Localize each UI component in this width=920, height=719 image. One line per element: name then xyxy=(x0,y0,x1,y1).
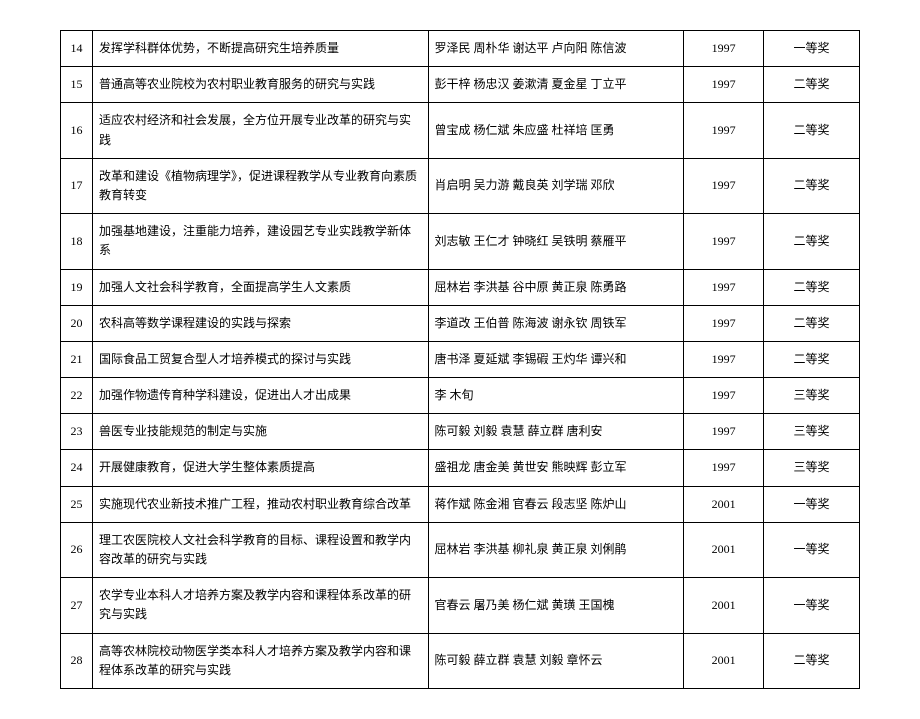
cell-title: 理工农医院校人文社会科学教育的目标、课程设置和教学内容改革的研究与实践 xyxy=(92,522,428,577)
cell-award: 一等奖 xyxy=(764,31,860,67)
cell-year: 1997 xyxy=(684,450,764,486)
table-row: 27农学专业本科人才培养方案及教学内容和课程体系改革的研究与实践官春云 屠乃美 … xyxy=(61,578,860,633)
cell-title: 实施现代农业新技术推广工程，推动农村职业教育综合改革 xyxy=(92,486,428,522)
cell-people: 唐书泽 夏延斌 李锡碬 王灼华 谭兴和 xyxy=(428,341,684,377)
table-row: 16适应农村经济和社会发展，全方位开展专业改革的研究与实践曾宝成 杨仁斌 朱应盛… xyxy=(61,103,860,158)
table-row: 28高等农林院校动物医学类本科人才培养方案及教学内容和课程体系改革的研究与实践陈… xyxy=(61,633,860,688)
cell-num: 22 xyxy=(61,378,93,414)
table-row: 17改革和建设《植物病理学》，促进课程教学从专业教育向素质教育转变肖启明 吴力游… xyxy=(61,158,860,213)
cell-people: 陈可毅 薛立群 袁慧 刘毅 章怀云 xyxy=(428,633,684,688)
cell-people: 陈可毅 刘毅 袁慧 薛立群 唐利安 xyxy=(428,414,684,450)
cell-title: 开展健康教育，促进大学生整体素质提高 xyxy=(92,450,428,486)
cell-people: 李道改 王伯普 陈海波 谢永钦 周铁军 xyxy=(428,305,684,341)
awards-table: 14发挥学科群体优势，不断提高研究生培养质量罗泽民 周朴华 谢达平 卢向阳 陈信… xyxy=(60,30,860,689)
cell-award: 二等奖 xyxy=(764,214,860,269)
table-row: 20农科高等数学课程建设的实践与探索李道改 王伯普 陈海波 谢永钦 周铁军199… xyxy=(61,305,860,341)
table-row: 22加强作物遗传育种学科建设，促进出人才出成果李 木旬1997三等奖 xyxy=(61,378,860,414)
cell-num: 26 xyxy=(61,522,93,577)
cell-title: 兽医专业技能规范的制定与实施 xyxy=(92,414,428,450)
cell-title: 加强人文社会科学教育，全面提高学生人文素质 xyxy=(92,269,428,305)
cell-title: 适应农村经济和社会发展，全方位开展专业改革的研究与实践 xyxy=(92,103,428,158)
cell-year: 1997 xyxy=(684,269,764,305)
table-row: 19加强人文社会科学教育，全面提高学生人文素质屈林岩 李洪基 谷中原 黄正泉 陈… xyxy=(61,269,860,305)
table-row: 26理工农医院校人文社会科学教育的目标、课程设置和教学内容改革的研究与实践屈林岩… xyxy=(61,522,860,577)
cell-award: 二等奖 xyxy=(764,341,860,377)
cell-num: 19 xyxy=(61,269,93,305)
cell-title: 发挥学科群体优势，不断提高研究生培养质量 xyxy=(92,31,428,67)
table-row: 23兽医专业技能规范的制定与实施陈可毅 刘毅 袁慧 薛立群 唐利安1997三等奖 xyxy=(61,414,860,450)
table-row: 18加强基地建设，注重能力培养，建设园艺专业实践教学新体系刘志敏 王仁才 钟晓红… xyxy=(61,214,860,269)
cell-people: 官春云 屠乃美 杨仁斌 黄璜 王国槐 xyxy=(428,578,684,633)
table-body: 14发挥学科群体优势，不断提高研究生培养质量罗泽民 周朴华 谢达平 卢向阳 陈信… xyxy=(61,31,860,689)
cell-people: 罗泽民 周朴华 谢达平 卢向阳 陈信波 xyxy=(428,31,684,67)
cell-year: 1997 xyxy=(684,103,764,158)
cell-year: 1997 xyxy=(684,378,764,414)
table-row: 21国际食品工贸复合型人才培养模式的探讨与实践唐书泽 夏延斌 李锡碬 王灼华 谭… xyxy=(61,341,860,377)
cell-year: 1997 xyxy=(684,214,764,269)
table-row: 15普通高等农业院校为农村职业教育服务的研究与实践彭干梓 杨忠汉 姜漱清 夏金星… xyxy=(61,67,860,103)
cell-title: 普通高等农业院校为农村职业教育服务的研究与实践 xyxy=(92,67,428,103)
cell-num: 20 xyxy=(61,305,93,341)
cell-title: 农学专业本科人才培养方案及教学内容和课程体系改革的研究与实践 xyxy=(92,578,428,633)
cell-year: 1997 xyxy=(684,341,764,377)
cell-award: 二等奖 xyxy=(764,269,860,305)
table-row: 25实施现代农业新技术推广工程，推动农村职业教育综合改革蒋作斌 陈金湘 官春云 … xyxy=(61,486,860,522)
cell-num: 14 xyxy=(61,31,93,67)
cell-title: 农科高等数学课程建设的实践与探索 xyxy=(92,305,428,341)
cell-award: 一等奖 xyxy=(764,486,860,522)
cell-title: 加强基地建设，注重能力培养，建设园艺专业实践教学新体系 xyxy=(92,214,428,269)
cell-award: 二等奖 xyxy=(764,305,860,341)
cell-award: 三等奖 xyxy=(764,414,860,450)
cell-people: 彭干梓 杨忠汉 姜漱清 夏金星 丁立平 xyxy=(428,67,684,103)
cell-award: 一等奖 xyxy=(764,578,860,633)
cell-num: 28 xyxy=(61,633,93,688)
cell-num: 16 xyxy=(61,103,93,158)
cell-award: 三等奖 xyxy=(764,450,860,486)
cell-title: 加强作物遗传育种学科建设，促进出人才出成果 xyxy=(92,378,428,414)
cell-year: 2001 xyxy=(684,522,764,577)
table-row: 24开展健康教育，促进大学生整体素质提高盛祖龙 唐金美 黄世安 熊映辉 彭立军1… xyxy=(61,450,860,486)
cell-num: 15 xyxy=(61,67,93,103)
cell-year: 2001 xyxy=(684,578,764,633)
table-row: 14发挥学科群体优势，不断提高研究生培养质量罗泽民 周朴华 谢达平 卢向阳 陈信… xyxy=(61,31,860,67)
cell-people: 刘志敏 王仁才 钟晓红 吴铁明 蔡雁平 xyxy=(428,214,684,269)
cell-award: 三等奖 xyxy=(764,378,860,414)
cell-num: 27 xyxy=(61,578,93,633)
cell-people: 李 木旬 xyxy=(428,378,684,414)
cell-year: 1997 xyxy=(684,158,764,213)
cell-year: 2001 xyxy=(684,633,764,688)
cell-year: 1997 xyxy=(684,31,764,67)
cell-year: 1997 xyxy=(684,305,764,341)
cell-people: 盛祖龙 唐金美 黄世安 熊映辉 彭立军 xyxy=(428,450,684,486)
cell-people: 肖启明 吴力游 戴良英 刘学瑞 邓欣 xyxy=(428,158,684,213)
cell-num: 21 xyxy=(61,341,93,377)
cell-people: 蒋作斌 陈金湘 官春云 段志坚 陈炉山 xyxy=(428,486,684,522)
cell-people: 屈林岩 李洪基 谷中原 黄正泉 陈勇路 xyxy=(428,269,684,305)
cell-num: 25 xyxy=(61,486,93,522)
cell-people: 屈林岩 李洪基 柳礼泉 黄正泉 刘俐鹃 xyxy=(428,522,684,577)
cell-title: 高等农林院校动物医学类本科人才培养方案及教学内容和课程体系改革的研究与实践 xyxy=(92,633,428,688)
cell-year: 1997 xyxy=(684,67,764,103)
cell-num: 18 xyxy=(61,214,93,269)
cell-award: 一等奖 xyxy=(764,522,860,577)
cell-year: 1997 xyxy=(684,414,764,450)
cell-num: 23 xyxy=(61,414,93,450)
cell-num: 24 xyxy=(61,450,93,486)
cell-title: 国际食品工贸复合型人才培养模式的探讨与实践 xyxy=(92,341,428,377)
cell-year: 2001 xyxy=(684,486,764,522)
cell-award: 二等奖 xyxy=(764,67,860,103)
cell-people: 曾宝成 杨仁斌 朱应盛 杜祥培 匡勇 xyxy=(428,103,684,158)
cell-award: 二等奖 xyxy=(764,633,860,688)
cell-award: 二等奖 xyxy=(764,103,860,158)
cell-num: 17 xyxy=(61,158,93,213)
cell-award: 二等奖 xyxy=(764,158,860,213)
cell-title: 改革和建设《植物病理学》，促进课程教学从专业教育向素质教育转变 xyxy=(92,158,428,213)
